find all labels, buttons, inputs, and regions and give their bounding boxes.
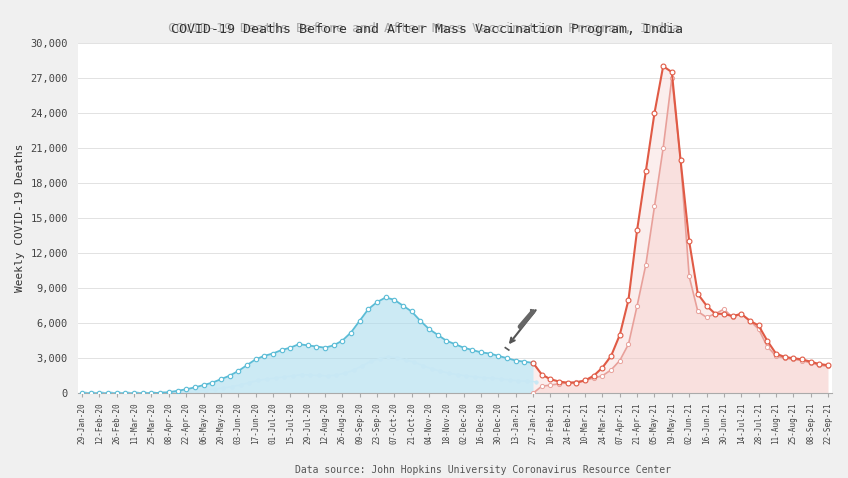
- Text: COVID-19 Deaths Before and After Mass Vaccination Program, India: COVID-19 Deaths Before and After Mass Va…: [170, 23, 683, 36]
- Text: Data source: John Hopkins University Coronavirus Resource Center: Data source: John Hopkins University Cor…: [295, 465, 672, 475]
- Y-axis label: Weekly COVID-19 Deaths: Weekly COVID-19 Deaths: [15, 144, 25, 293]
- Text: COVID-19 Deaths Before and After Mass Vaccination Program, India: COVID-19 Deaths Before and After Mass Va…: [168, 22, 680, 34]
